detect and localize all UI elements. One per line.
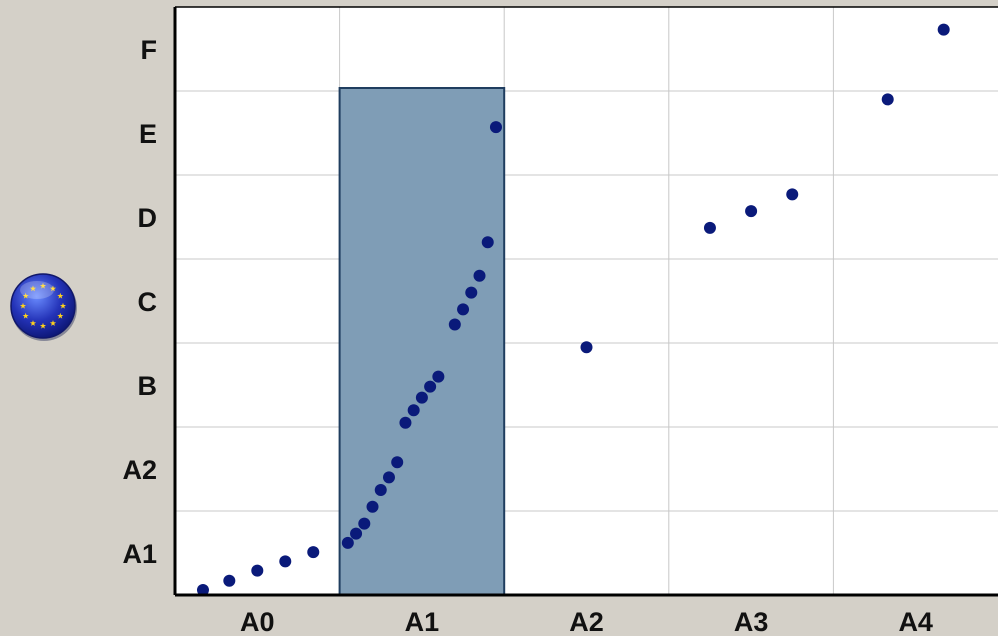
data-point [382, 471, 395, 484]
data-point [786, 188, 799, 201]
eu-star [39, 282, 47, 289]
eu-star [59, 302, 67, 309]
plot-axes [173, 6, 998, 597]
x-tick-label: A2 [569, 607, 604, 636]
eu-star [22, 292, 29, 299]
highlight-band-a1 [338, 87, 506, 596]
data-point [358, 517, 371, 530]
data-point [580, 341, 593, 354]
eu-star [29, 320, 37, 326]
data-point [391, 456, 404, 469]
data-point [473, 269, 486, 282]
data-point [432, 370, 445, 383]
data-point [481, 236, 494, 249]
y-tick-label: F [141, 35, 158, 65]
data-point [350, 527, 363, 540]
data-points [196, 23, 950, 596]
x-tick-label: A4 [898, 607, 933, 636]
data-point [196, 583, 209, 596]
eu-flag-icon [10, 273, 77, 341]
eu-star [19, 302, 27, 309]
y-tick-labels: A1 A2 B C D E F [122, 35, 157, 569]
data-point [407, 404, 420, 417]
eu-star [49, 285, 57, 292]
data-point [399, 416, 412, 429]
data-point [251, 564, 264, 577]
x-tick-label: A0 [240, 607, 275, 636]
data-point [374, 484, 387, 496]
eu-star [57, 312, 64, 319]
y-tick-label: C [138, 287, 158, 317]
eu-star [39, 322, 47, 329]
data-point [881, 93, 894, 106]
eu-star [49, 320, 57, 326]
data-point [937, 23, 950, 36]
x-tick-label: A1 [405, 607, 440, 636]
data-point [703, 221, 716, 234]
y-tick-label: E [139, 119, 157, 149]
x-tick-label: A3 [734, 607, 769, 636]
eu-star [22, 312, 29, 319]
plot-area [175, 7, 998, 595]
data-point [457, 303, 470, 316]
x-tick-labels: A0 A1 A2 A3 A4 [240, 607, 933, 636]
data-point [366, 500, 379, 513]
y-tick-label: A1 [122, 539, 157, 569]
data-point [307, 546, 320, 559]
data-point [415, 391, 428, 404]
eu-star [57, 292, 64, 299]
data-point [448, 318, 461, 331]
y-tick-label: B [138, 371, 158, 401]
data-point [745, 205, 758, 218]
data-point [489, 121, 502, 134]
data-point [465, 286, 478, 299]
data-point [223, 574, 236, 587]
data-point [424, 380, 437, 393]
data-point [279, 555, 292, 568]
data-point [341, 536, 354, 549]
y-tick-label: A2 [122, 455, 157, 485]
y-tick-label: D [138, 203, 158, 233]
eu-star [29, 285, 37, 292]
